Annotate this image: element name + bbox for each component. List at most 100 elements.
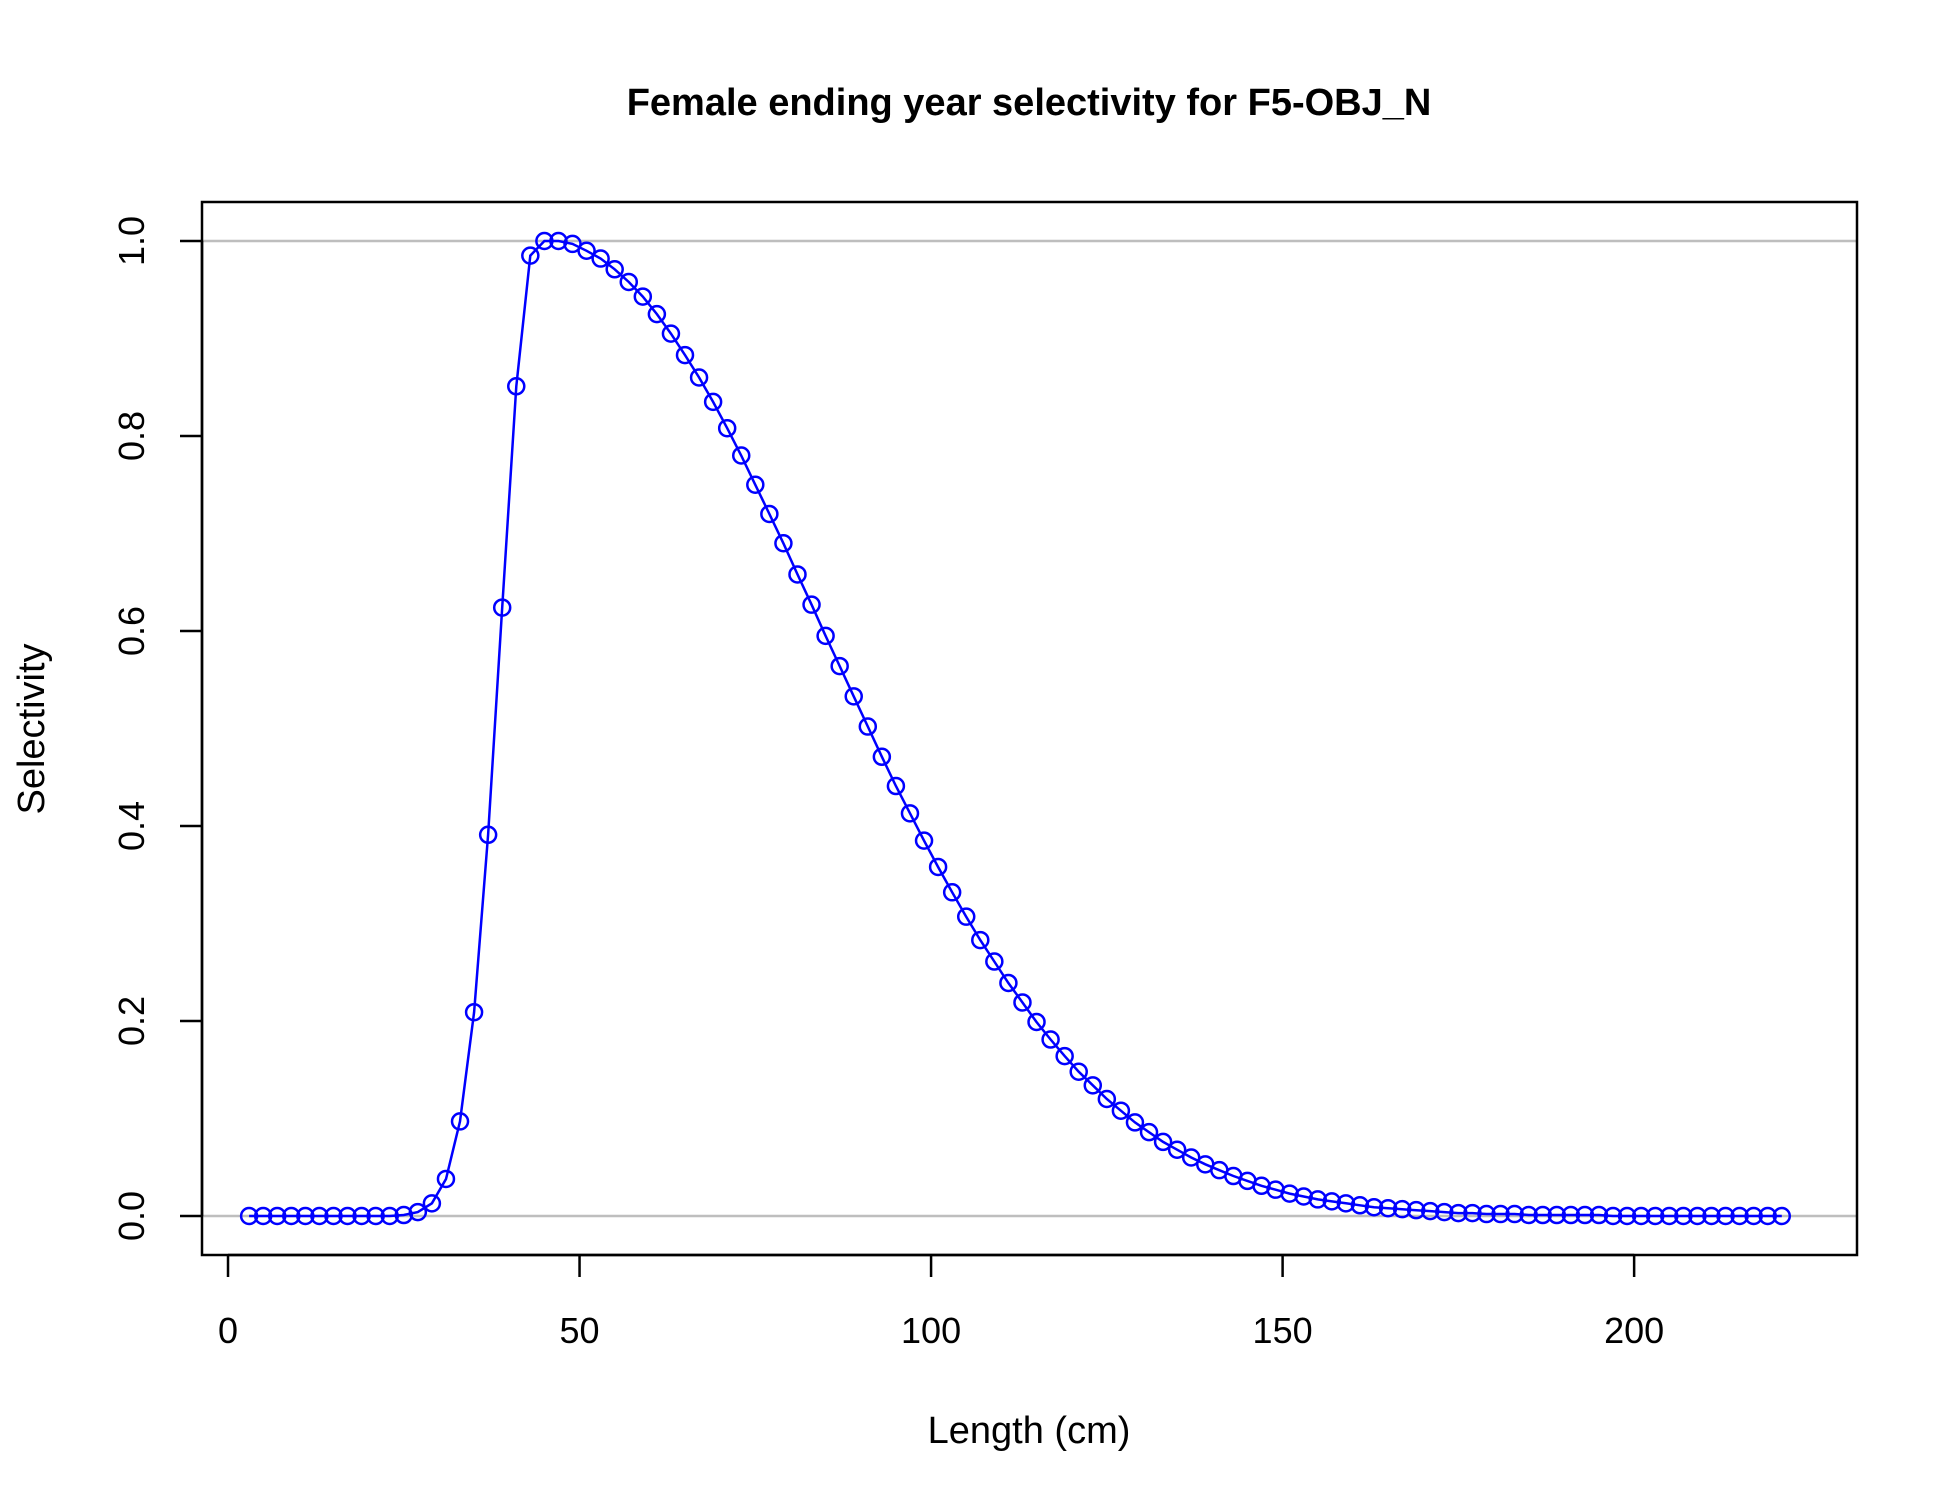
data-point	[1688, 1206, 1707, 1226]
series-line	[249, 239, 1782, 1218]
x-tick-label: 200	[1604, 1310, 1664, 1351]
data-point	[296, 1206, 315, 1226]
y-axis-label: Selectivity	[11, 643, 53, 814]
data-point	[1744, 1206, 1763, 1226]
data-point	[1055, 1046, 1074, 1066]
data-point	[507, 377, 526, 396]
y-tick-label: 1.0	[111, 216, 152, 266]
data-point	[788, 565, 807, 584]
data-point	[1420, 1201, 1440, 1221]
series-layer	[239, 231, 1792, 1226]
data-point	[914, 831, 934, 850]
data-point	[521, 246, 540, 265]
data-point	[1308, 1190, 1328, 1209]
data-point	[886, 776, 906, 796]
data-point	[1041, 1030, 1060, 1049]
data-point	[1674, 1206, 1693, 1226]
data-point	[535, 231, 554, 251]
data-point	[1449, 1203, 1468, 1223]
data-point	[661, 324, 681, 343]
data-point	[1350, 1196, 1370, 1215]
x-tick-label: 100	[901, 1310, 961, 1351]
data-point	[942, 883, 962, 902]
data-point	[450, 1112, 470, 1131]
data-point	[858, 717, 878, 736]
data-point	[338, 1206, 357, 1226]
data-point	[760, 504, 779, 524]
y-tick-label: 0.2	[111, 996, 152, 1046]
data-point	[689, 368, 709, 387]
data-point	[830, 656, 849, 676]
y-axis: 0.0 0.2 0.4 0.6 0.8 1.0	[111, 216, 204, 1241]
data-point	[1730, 1206, 1749, 1226]
data-point	[1716, 1206, 1735, 1226]
data-point	[1013, 993, 1032, 1012]
chart-title: Female ending year selectivity for F5-OB…	[627, 82, 1432, 124]
data-point	[802, 595, 821, 614]
data-point	[1153, 1132, 1173, 1152]
data-point	[492, 598, 512, 617]
data-point	[1575, 1205, 1595, 1225]
data-point	[956, 907, 976, 926]
data-point	[1505, 1204, 1524, 1224]
x-tick-label: 50	[560, 1310, 600, 1351]
data-point	[872, 747, 892, 767]
plot-frame	[200, 200, 1859, 1257]
data-point	[1589, 1205, 1609, 1225]
data-point	[436, 1169, 456, 1189]
data-point	[746, 475, 765, 494]
data-point	[1631, 1206, 1651, 1226]
data-point	[774, 534, 793, 553]
data-point	[844, 687, 863, 706]
data-point	[324, 1206, 343, 1226]
data-point	[633, 287, 653, 306]
data-point	[366, 1206, 385, 1226]
y-tick-label: 0.8	[111, 411, 152, 461]
data-point	[464, 1002, 484, 1022]
data-point	[1392, 1199, 1412, 1219]
data-point	[647, 304, 667, 324]
y-tick-label: 0.0	[111, 1191, 152, 1241]
data-point	[1645, 1206, 1665, 1226]
data-point	[1435, 1202, 1454, 1222]
data-point	[1125, 1113, 1145, 1132]
data-point	[1336, 1194, 1356, 1213]
data-point	[1027, 1012, 1046, 1032]
data-point	[478, 825, 498, 845]
data-point	[1491, 1204, 1510, 1224]
data-point	[1167, 1140, 1187, 1159]
data-point	[1280, 1184, 1299, 1203]
y-tick-label: 0.4	[111, 801, 152, 851]
data-point	[1083, 1076, 1103, 1095]
data-point	[985, 952, 1004, 971]
data-point	[267, 1206, 287, 1226]
data-point	[394, 1205, 414, 1225]
y-tick-label: 0.6	[111, 606, 152, 656]
data-point	[1364, 1197, 1384, 1217]
data-point	[1097, 1089, 1117, 1109]
data-point	[577, 241, 596, 260]
data-point	[549, 231, 568, 251]
data-point	[1617, 1206, 1637, 1226]
data-point	[717, 418, 737, 438]
data-point	[591, 249, 610, 268]
data-point	[380, 1206, 399, 1226]
reference-lines	[202, 239, 1857, 1218]
data-point	[1603, 1206, 1623, 1226]
x-tick-label: 150	[1253, 1310, 1313, 1351]
data-point	[900, 804, 920, 823]
data-point	[605, 260, 624, 279]
data-point	[1294, 1187, 1313, 1206]
data-point	[239, 1206, 259, 1226]
data-point	[1561, 1205, 1581, 1225]
data-point	[1139, 1122, 1159, 1142]
data-point	[1758, 1206, 1777, 1226]
data-point	[1519, 1205, 1538, 1225]
data-point	[1660, 1206, 1679, 1226]
data-point	[310, 1206, 329, 1226]
data-point	[1533, 1205, 1552, 1225]
data-point	[422, 1194, 442, 1213]
data-point	[1378, 1198, 1398, 1218]
x-tick-label: 0	[218, 1310, 238, 1351]
